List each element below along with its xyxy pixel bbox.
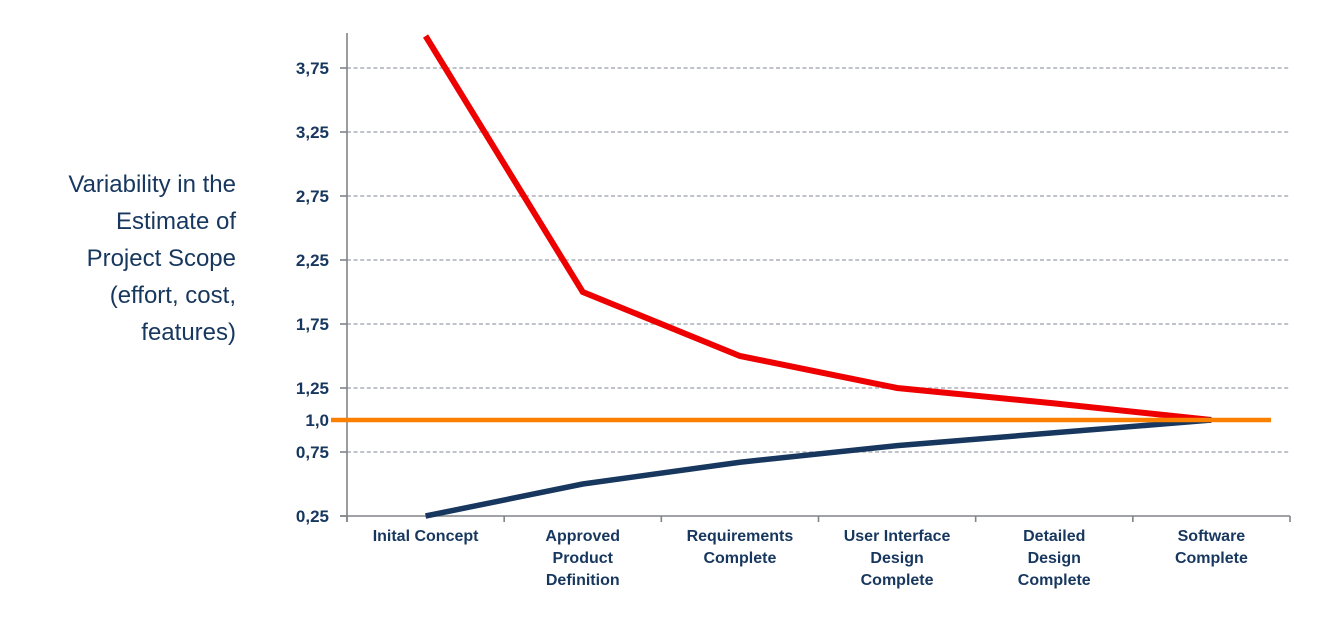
x-axis-label-line: Complete xyxy=(703,550,776,567)
upper-estimate-variability-line xyxy=(423,34,1212,423)
y-axis-tick-label: 0,75 xyxy=(296,443,329,462)
x-axis-label: Detailed Design Complete xyxy=(1018,528,1091,589)
x-axis-label: Requirements Complete xyxy=(687,528,794,567)
x-axis-label-line: Requirements xyxy=(687,528,794,545)
lower-estimate-variability-line xyxy=(425,417,1212,519)
y-axis-tick-label: 3,75 xyxy=(296,59,329,78)
x-axis-label-line: Complete xyxy=(861,572,934,589)
x-axis-label-line: Definition xyxy=(546,572,620,589)
x-axis-label-line: Inital Concept xyxy=(373,528,479,545)
x-axis-label-line: Design xyxy=(870,550,923,567)
y-axis-tick-label: 3,25 xyxy=(296,123,329,142)
x-axis-label: Inital Concept xyxy=(373,528,479,545)
x-axis-label: Approved Product Definition xyxy=(545,528,620,589)
y-axis-tick-label: 1,25 xyxy=(296,379,329,398)
y-axis-tick-label: 2,25 xyxy=(296,251,329,270)
y-axis-tick-label: 1,75 xyxy=(296,315,329,334)
y-axis-tick-label: 2,75 xyxy=(296,187,329,206)
x-axis-label-line: Detailed xyxy=(1023,528,1085,545)
x-axis-label-line: Software xyxy=(1178,528,1246,545)
x-axis-label-line: Complete xyxy=(1018,572,1091,589)
x-axis-label-line: Product xyxy=(553,550,614,567)
y-axis-title: Variability in the Estimate of Project S… xyxy=(68,171,236,346)
x-axis-label-line: User Interface xyxy=(844,528,951,545)
y-axis-tick-label: 1,0 xyxy=(305,411,329,430)
y-axis-tick-label: 0,25 xyxy=(296,507,329,526)
x-axis-label: Software Complete xyxy=(1175,528,1248,567)
x-axis-label: User Interface Design Complete xyxy=(844,528,951,589)
x-axis-label-line: Approved xyxy=(545,528,620,545)
x-axis-label-line: Complete xyxy=(1175,550,1248,567)
x-axis-label-line: Design xyxy=(1028,550,1081,567)
